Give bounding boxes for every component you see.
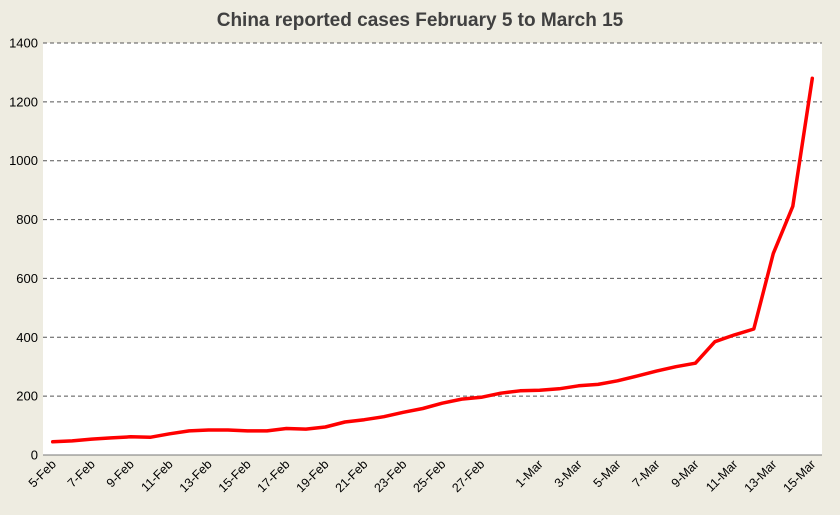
- y-tick-label: 1000: [9, 153, 38, 168]
- x-tick-label: 21-Feb: [333, 457, 371, 495]
- x-tick-label: 13-Feb: [177, 457, 215, 495]
- x-tick-label: 7-Feb: [65, 457, 98, 490]
- y-tick-label: 1200: [9, 94, 38, 109]
- x-tick-label: 15-Mar: [780, 457, 818, 495]
- x-tick-label: 17-Feb: [255, 457, 293, 495]
- plot-area: [43, 43, 822, 455]
- x-tick-label: 13-Mar: [742, 457, 780, 495]
- x-tick-label: 9-Mar: [669, 457, 702, 490]
- x-tick-label: 23-Feb: [372, 457, 410, 495]
- x-tick-label: 11-Feb: [138, 457, 175, 494]
- y-tick-label: 600: [16, 271, 38, 286]
- x-tick-label: 11-Mar: [703, 457, 740, 494]
- y-tick-label: 200: [16, 389, 38, 404]
- x-tick-label: 9-Feb: [104, 457, 137, 490]
- x-tick-label: 3-Mar: [552, 457, 585, 490]
- x-tick-label: 5-Mar: [591, 457, 624, 490]
- x-tick-label: 15-Feb: [216, 457, 254, 495]
- y-tick-label: 0: [31, 448, 38, 463]
- y-tick-label: 800: [16, 212, 38, 227]
- x-tick-label: 7-Mar: [630, 457, 663, 490]
- y-tick-label: 1400: [9, 36, 38, 51]
- y-tick-label: 400: [16, 330, 38, 345]
- x-tick-label: 1-Mar: [513, 457, 546, 490]
- x-tick-label: 19-Feb: [294, 457, 332, 495]
- chart-title: China reported cases February 5 to March…: [216, 10, 624, 31]
- x-tick-label: 27-Feb: [449, 457, 487, 495]
- x-tick-label: 25-Feb: [410, 457, 448, 495]
- series-line: [50, 76, 815, 444]
